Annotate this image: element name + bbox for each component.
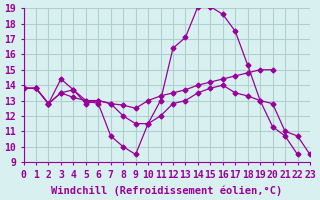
X-axis label: Windchill (Refroidissement éolien,°C): Windchill (Refroidissement éolien,°C) xyxy=(51,185,282,196)
